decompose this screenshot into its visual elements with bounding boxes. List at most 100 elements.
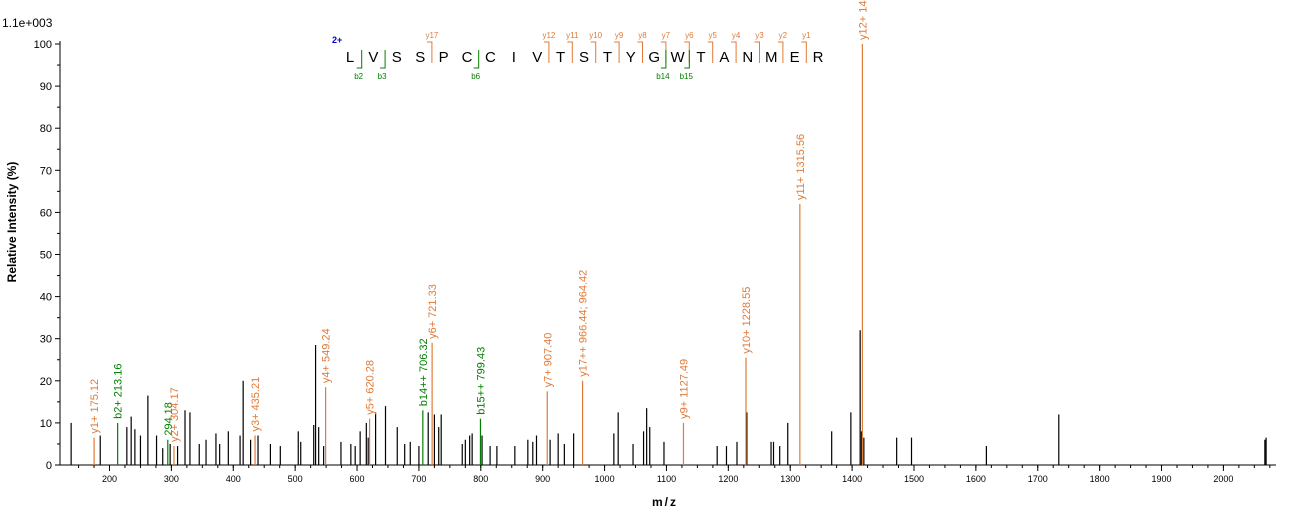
y-fragment-label: y12 [542,31,555,40]
y-fragment-bracket [590,41,597,63]
sequence-residue: S [415,49,425,66]
sequence-residue: S [579,49,589,66]
sequence-residue: V [368,49,378,66]
sequence-residue: Y [626,49,636,66]
x-tick-label: 300 [164,474,179,484]
b-fragment-bracket [380,50,386,69]
x-tick-label: 900 [535,474,550,484]
y-tick-label: 30 [40,334,52,346]
x-tick-label: 1000 [595,474,615,484]
y-fragment-label: y17 [425,31,438,40]
y-fragment-label: y10 [589,31,602,40]
y-tick-label: 70 [40,165,52,177]
y-tick-label: 20 [40,376,52,388]
y-fragment-label: y11 [566,31,579,40]
y-fragment-bracket [754,41,760,63]
y-fragment-bracket [707,41,714,63]
y-tick-label: 0 [46,460,52,472]
y-fragment-bracket [567,41,573,63]
y-tick-label: 100 [34,39,52,51]
y-tick-label: 10 [40,418,52,430]
x-tick-label: 1200 [718,474,738,484]
y-fragment-bracket [426,41,433,63]
b-fragment-bracket [684,50,690,69]
peak-label: b14++ 706.32 [418,338,430,406]
peak-label: y7+ 907.40 [542,333,554,388]
x-tick-label: 1300 [780,474,800,484]
y-fragment-bracket [777,41,784,63]
b-fragment-label: b6 [471,72,480,81]
y-fragment-label: y9 [615,31,624,40]
y-fragment-label: y4 [732,31,741,40]
y-fragment-bracket [660,41,667,63]
y-fragment-label: y6 [685,31,694,40]
x-tick-label: 600 [350,474,365,484]
sequence-residue: M [765,49,778,66]
peak-label: 294.18 [163,402,175,436]
peak-label: y4+ 549.24 [321,328,333,383]
peak-label: y6+ 721.33 [427,284,439,339]
sequence-residue: V [532,49,542,66]
b-fragment-bracket [660,50,667,69]
sequence-residue: C [485,49,496,66]
x-tick-label: 500 [288,474,303,484]
sequence-residue: R [813,49,824,66]
peak-label: y5+ 620.28 [365,360,377,415]
y-fragment-label: y1 [802,31,811,40]
x-tick-label: 800 [473,474,488,484]
x-tick-label: 1700 [1028,474,1048,484]
y-tick-label: 60 [40,207,52,219]
peak-label: y1+ 175.12 [89,379,101,434]
sequence-residue: W [671,49,686,66]
y-fragment-bracket [731,41,737,63]
b-fragment-label: b14 [656,72,670,81]
sequence-residue: S [392,49,402,66]
peaks [70,44,1267,465]
y-tick-label: 50 [40,250,52,262]
charge-state-label: 2+ [332,35,342,45]
y-fragment-label: y3 [755,31,764,40]
x-tick-label: 2000 [1213,474,1233,484]
x-tick-label: 1800 [1090,474,1110,484]
sequence-residue: N [742,49,753,66]
x-tick-label: 700 [411,474,426,484]
x-tick-label: 1600 [966,474,986,484]
y-fragment-label: y2 [779,31,788,40]
x-tick-label: 1500 [904,474,924,484]
x-axis-title: m/z [652,495,678,509]
y-fragment-label: y7 [662,31,671,40]
peak-label: y17++ 966.44; 964.42 [578,270,590,377]
y-fragment-bracket [637,41,643,63]
y-fragment-bracket [684,41,690,63]
b-fragment-bracket [356,50,363,69]
axes: 0 10 20 30 40 50 60 70 80 90 100 200 300 400 500 600 700… [34,39,1276,484]
y-axis-title: Relative Intensity (%) [5,162,19,283]
peak-label: y11+ 1315.56 [795,134,807,200]
x-tick-label: 1900 [1152,474,1172,484]
y-fragment-label: y8 [638,31,647,40]
y-tick-label: 80 [40,123,52,135]
y-tick-label: 40 [40,292,52,304]
peak-label: b15++ 799.43 [475,347,487,415]
sequence-residue: T [556,49,565,66]
peak-label: y10+ 1228.55 [741,287,753,354]
peak-label: y3+ 435.21 [250,377,262,432]
y-tick-label: 90 [40,81,52,93]
sequence-residue: G [648,49,660,66]
peak-labels: b2+ 213.16 294.18 b14++ 706.32 b15++ 799.43… [89,0,869,442]
sequence-residue: C [462,49,473,66]
sequence-residue: E [790,49,800,66]
b-fragment-bracket [473,50,480,69]
peak-label: y2+ 304.17 [169,387,181,442]
sequence-residue: P [439,49,449,66]
intensity-scale-label: 1.1e+003 [2,16,53,30]
b-fragment-label: b15 [680,72,694,81]
y-fragment-bracket [614,41,620,63]
peak-label: b2+ 213.16 [113,364,125,419]
sequence-residue: I [512,49,516,66]
x-tick-label: 400 [226,474,241,484]
peak-label: y9+ 1127.49 [678,359,690,419]
